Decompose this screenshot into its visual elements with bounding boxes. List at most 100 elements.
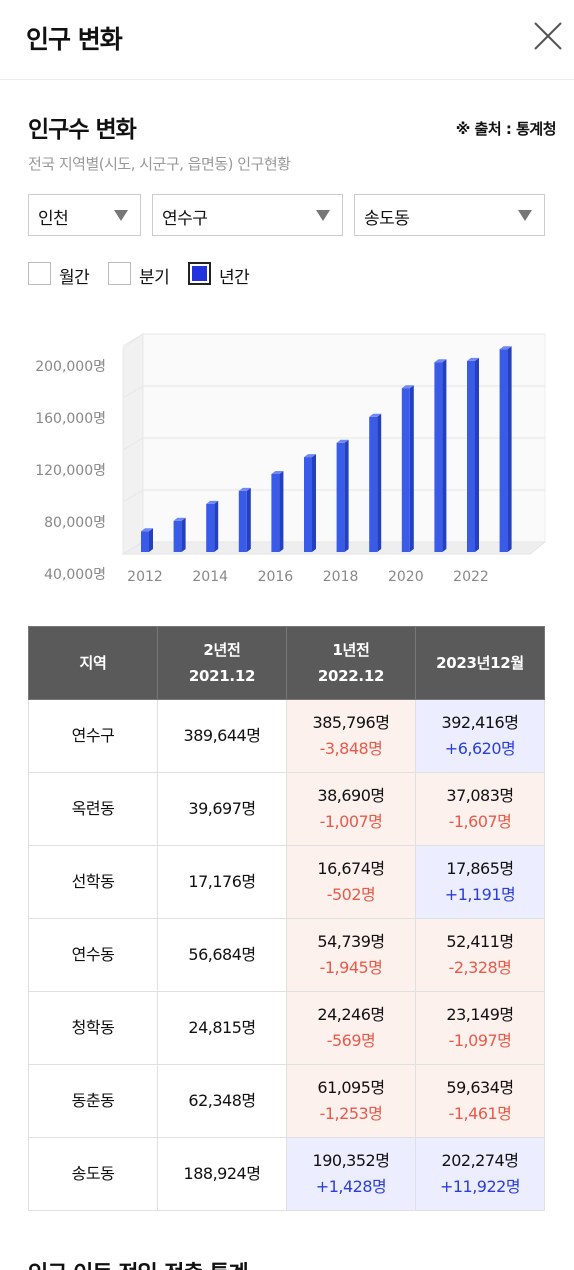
cell-two-years-ago: 188,924명	[157, 1137, 287, 1211]
section-title: 인구수 변화	[28, 117, 137, 143]
table-row: 청학동 24,815명 24,246명 -569명 23,149명 -1,097명	[28, 991, 545, 1065]
town-select[interactable]: 송도동	[354, 194, 545, 236]
period-checkbox-quarterly[interactable]: 분기	[108, 262, 178, 288]
population-delta: +6,620명	[444, 739, 516, 758]
bar-front	[141, 531, 149, 552]
bar-front	[238, 490, 247, 552]
checkbox-label: 월간	[59, 268, 90, 288]
x-tick-label: 2020	[388, 569, 424, 585]
checkbox-box	[188, 262, 211, 285]
chart-bar	[336, 439, 349, 552]
page-title: 인구 변화	[26, 25, 123, 54]
region-name: 옥련동	[71, 799, 115, 818]
population-table: 지역 2년전 2021.12 1년전 2022.12 2023년12월 연수구 389…	[28, 626, 545, 1211]
region-name: 동춘동	[71, 1091, 115, 1110]
chart-bar	[173, 517, 186, 552]
population-value: 61,095명	[317, 1078, 385, 1097]
population-bar-chart: 200,000명 160,000명 120,000명 80,000명 40,000명 2…	[35, 333, 547, 585]
cell-current: 59,634명 -1,461명	[415, 1064, 545, 1138]
population-value: 17,176명	[188, 872, 256, 891]
bar-side	[409, 385, 414, 552]
cell-two-years-ago: 17,176명	[157, 845, 287, 919]
bar-side	[344, 439, 349, 552]
population-value: 52,411명	[446, 932, 514, 951]
population-delta: -569명	[326, 1031, 376, 1050]
bar-top	[238, 487, 251, 491]
header-region: 지역	[28, 626, 158, 700]
region-name: 연수구	[71, 726, 115, 745]
bar-top	[141, 528, 153, 532]
header-text: 2023년12월	[436, 654, 524, 672]
table-row: 선학동 17,176명 16,674명 -502명 17,865명 +1,191명	[28, 845, 545, 919]
header-one-year-ago: 1년전 2022.12	[286, 626, 416, 700]
population-value: 39,697명	[188, 799, 256, 818]
y-tick-label: 40,000명	[44, 567, 106, 583]
source-label: ※ 출처 : 통계청	[455, 120, 557, 138]
population-value: 17,865명	[446, 859, 514, 878]
cell-one-year-ago: 16,674명 -502명	[286, 845, 416, 919]
bar-side	[442, 359, 447, 552]
chevron-down-icon	[316, 210, 330, 221]
checkbox-box	[28, 262, 51, 285]
bar-front	[304, 457, 312, 552]
chart-bar	[401, 385, 414, 552]
bar-top	[271, 471, 284, 474]
top-bar: 인구 변화	[0, 0, 574, 80]
period-checkbox-yearly[interactable]: 년간	[188, 262, 258, 288]
population-value: 54,739명	[317, 932, 385, 951]
bar-front	[369, 416, 378, 552]
population-value: 38,690명	[317, 786, 385, 805]
cell-two-years-ago: 39,697명	[157, 772, 287, 846]
bar-front	[499, 349, 508, 552]
town-select-value: 송도동	[364, 209, 410, 229]
y-tick-label: 200,000명	[35, 359, 106, 375]
cell-one-year-ago: 385,796명 -3,848명	[286, 699, 416, 773]
population-delta: +1,191명	[444, 885, 516, 904]
province-select-value: 인천	[38, 209, 69, 229]
region-name: 송도동	[71, 1164, 115, 1183]
population-delta: -1,945명	[319, 958, 383, 977]
chart-bar	[271, 471, 284, 552]
population-delta: -3,848명	[319, 739, 383, 758]
bar-top	[206, 500, 219, 504]
cell-two-years-ago: 24,815명	[157, 991, 287, 1065]
header-text: 1년전	[332, 641, 370, 659]
population-value: 385,796명	[312, 713, 390, 732]
region-name: 청학동	[71, 1018, 115, 1037]
checkbox-label: 년간	[219, 268, 250, 288]
table-row: 연수구 389,644명 385,796명 -3,848명 392,416명 +6,620…	[28, 699, 545, 773]
population-value: 188,924명	[183, 1164, 261, 1183]
gridline	[122, 333, 144, 347]
cell-current: 17,865명 +1,191명	[415, 845, 545, 919]
province-select[interactable]: 인천	[28, 194, 141, 236]
bar-front	[434, 362, 443, 552]
region-name: 선학동	[71, 872, 115, 891]
bar-side	[246, 487, 251, 552]
bar-front	[467, 360, 475, 552]
bar-side	[279, 471, 284, 552]
cell-region: 연수동	[28, 918, 158, 992]
close-icon[interactable]	[532, 20, 564, 52]
chevron-down-icon	[114, 210, 128, 221]
population-value: 190,352명	[312, 1151, 390, 1170]
cell-region: 청학동	[28, 991, 158, 1065]
district-select[interactable]: 연수구	[152, 194, 343, 236]
population-value: 392,416명	[441, 713, 519, 732]
bar-top	[369, 413, 382, 417]
y-tick-label: 120,000명	[35, 463, 106, 479]
bar-front	[336, 442, 345, 552]
population-delta: -502명	[326, 885, 376, 904]
bar-top	[173, 517, 186, 521]
header-text: 지역	[79, 654, 107, 672]
chart-bar	[434, 359, 447, 552]
bar-side	[507, 346, 512, 552]
checkbox-box	[108, 262, 131, 285]
x-tick-label: 2014	[192, 569, 228, 585]
bar-front	[206, 503, 215, 552]
y-tick-label: 160,000명	[35, 411, 106, 427]
region-name: 연수동	[71, 945, 115, 964]
population-value: 24,815명	[188, 1018, 256, 1037]
cell-one-year-ago: 24,246명 -569명	[286, 991, 416, 1065]
cell-two-years-ago: 56,684명	[157, 918, 287, 992]
period-checkbox-monthly[interactable]: 월간	[28, 262, 98, 288]
